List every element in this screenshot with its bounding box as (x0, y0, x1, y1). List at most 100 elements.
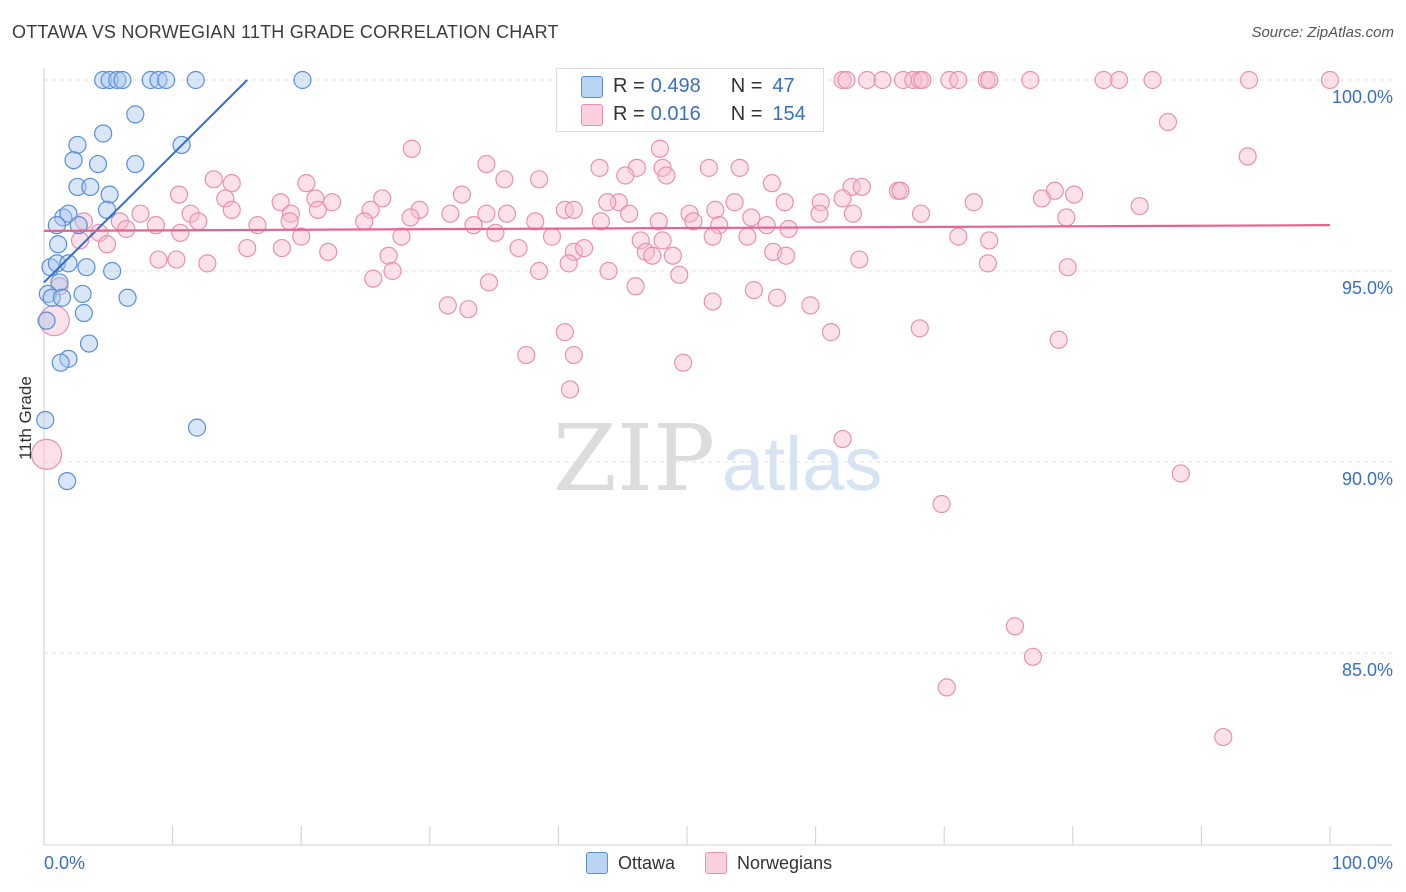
tick-labels: 100.0% 95.0% 90.0% 85.0% 0.0% 100.0% (44, 87, 1393, 873)
data-point (392, 227, 411, 246)
data-point (198, 254, 217, 273)
data-point (297, 174, 316, 193)
data-point (616, 166, 635, 185)
legend-item-ottawa[interactable]: Ottawa (586, 852, 675, 874)
data-point (850, 250, 869, 269)
data-point (631, 231, 650, 250)
data-point (703, 292, 722, 311)
data-point (670, 265, 689, 284)
data-point (308, 200, 328, 219)
data-point (64, 151, 83, 170)
legend-row-ottawa: R = 0.498 N = 47 (581, 75, 795, 98)
data-point (742, 208, 761, 227)
data-point (441, 204, 460, 223)
data-point (837, 70, 856, 90)
data-point (1320, 70, 1340, 90)
y-tick-label: 85.0% (1342, 660, 1393, 680)
data-point (1171, 464, 1190, 483)
data-point (68, 177, 87, 197)
data-point (94, 70, 113, 90)
series-legend: Ottawa Norwegians (586, 852, 862, 874)
data-point (81, 177, 100, 197)
data-point (730, 158, 749, 177)
data-point (1058, 258, 1077, 277)
data-point (58, 472, 77, 491)
data-point (464, 216, 483, 235)
data-point (50, 273, 69, 292)
data-point (171, 223, 190, 242)
data-point (703, 227, 722, 246)
data-point (364, 269, 383, 288)
data-point (932, 494, 951, 514)
data-point (564, 242, 583, 261)
x-tick-label: 100.0% (1332, 853, 1393, 873)
data-point (509, 238, 528, 258)
y-tick-label: 95.0% (1342, 278, 1393, 298)
data-point (653, 231, 672, 250)
data-point (70, 231, 90, 250)
data-point (189, 212, 208, 231)
data-point (776, 246, 796, 265)
data-point (322, 193, 342, 212)
data-point (222, 174, 241, 193)
data-point (980, 70, 999, 90)
norwegians-swatch-icon (581, 103, 603, 126)
data-point (238, 238, 257, 258)
data-point (157, 70, 176, 90)
data-point (852, 177, 871, 197)
data-point-large (30, 438, 63, 470)
data-point (649, 212, 668, 231)
data-point (598, 193, 617, 212)
data-point (222, 200, 241, 219)
data-point (843, 204, 862, 223)
data-point (1021, 70, 1040, 90)
data-point (113, 70, 132, 90)
data-point (280, 212, 299, 231)
data-point (517, 345, 536, 365)
data-point (281, 204, 301, 223)
data-point (293, 70, 312, 90)
data-point (620, 204, 639, 223)
data-point (459, 300, 478, 319)
data-point (438, 296, 457, 315)
data-point (913, 70, 932, 90)
data-point (319, 242, 338, 261)
norwegians-points (30, 70, 1340, 747)
data-point (767, 288, 787, 307)
data-point (725, 193, 744, 212)
y-tick-label: 90.0% (1342, 469, 1393, 489)
legend-label-ottawa: Ottawa (618, 852, 676, 873)
watermark-zip: ZIP (553, 405, 715, 512)
data-point (663, 246, 682, 265)
data-point (167, 250, 186, 269)
data-point (94, 124, 113, 143)
data-point (833, 189, 852, 208)
data-point (100, 185, 119, 204)
data-point (169, 185, 189, 204)
data-point (59, 204, 78, 223)
data-point (1032, 189, 1052, 208)
data-point (775, 193, 794, 212)
n-label: N = (730, 103, 763, 125)
data-point (117, 219, 136, 239)
legend-label-norwegians: Norwegians (737, 852, 833, 873)
data-point (706, 200, 725, 219)
y-axis-label: 11th Grade (16, 376, 35, 460)
data-point (560, 380, 580, 399)
norwegians-swatch-icon (705, 852, 728, 874)
data-point (77, 258, 96, 277)
data-point (1130, 196, 1149, 216)
data-point (980, 231, 999, 250)
data-point (452, 185, 472, 204)
data-point (37, 311, 56, 330)
source-label: Source: ZipAtlas.com (1251, 24, 1394, 41)
data-point (49, 235, 68, 254)
grid-lines (44, 79, 1392, 654)
data-point (757, 216, 776, 235)
legend-item-norwegians[interactable]: Norwegians (705, 852, 832, 874)
data-point (100, 70, 119, 90)
data-point (68, 135, 87, 155)
watermark: ZIP atlas (553, 405, 882, 512)
data-point (575, 238, 594, 258)
data-point (810, 204, 829, 223)
